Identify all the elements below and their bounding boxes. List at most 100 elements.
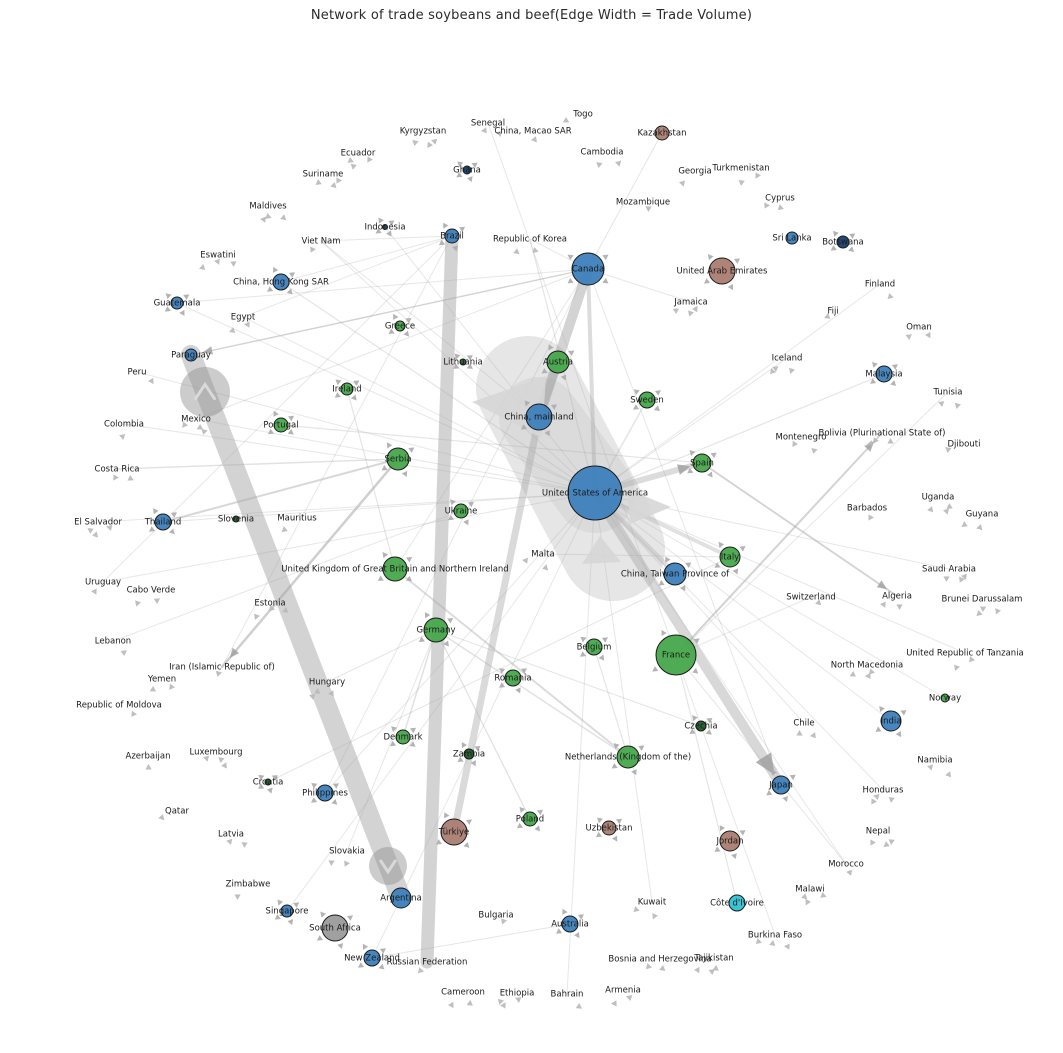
node-china-taiwan-province-of bbox=[663, 562, 687, 586]
trade-edge bbox=[346, 629, 437, 852]
arrowhead-icon bbox=[467, 501, 475, 508]
arrowhead-icon bbox=[560, 374, 567, 381]
arrowhead-icon bbox=[873, 793, 880, 800]
arrowhead-icon bbox=[466, 1000, 473, 1006]
country-label-barbados: Barbados bbox=[847, 504, 888, 514]
arrowhead-icon bbox=[515, 687, 521, 694]
arrowhead-icon bbox=[471, 162, 478, 169]
arrowhead-icon bbox=[519, 806, 526, 813]
arrowhead-icon bbox=[391, 726, 398, 733]
arrowhead-icon bbox=[611, 1000, 617, 1007]
arrowhead-icon bbox=[320, 911, 327, 918]
arrowhead-icon bbox=[409, 727, 417, 734]
arrowhead-icon bbox=[638, 745, 645, 751]
country-label-eswatini: Eswatini bbox=[200, 251, 235, 261]
arrowhead-icon bbox=[692, 305, 698, 313]
trade-edge bbox=[594, 492, 847, 865]
country-label-bosnia-and-herzegovina: Bosnia and Herzegovina bbox=[608, 955, 711, 965]
node-greece bbox=[394, 320, 406, 332]
node-brazil bbox=[444, 228, 460, 244]
arrowhead-icon bbox=[694, 966, 700, 974]
arrowhead-icon bbox=[615, 818, 623, 825]
arrowhead-icon bbox=[267, 286, 274, 292]
arrowhead-icon bbox=[241, 842, 248, 848]
node-india bbox=[880, 710, 902, 732]
node-ukraine bbox=[453, 503, 469, 519]
arrowhead-icon bbox=[976, 524, 983, 531]
arrowhead-icon bbox=[382, 551, 389, 559]
node-label-sweden: Sweden bbox=[630, 396, 664, 406]
arrowhead-icon bbox=[848, 246, 855, 253]
arrowhead-icon bbox=[567, 277, 574, 284]
arrowhead-icon bbox=[254, 613, 260, 620]
country-label-china-macao-sar: China, Macao SAR bbox=[494, 127, 571, 137]
arrowhead-icon bbox=[574, 932, 580, 939]
arrowhead-icon bbox=[961, 573, 967, 580]
arrowhead-icon bbox=[739, 830, 746, 836]
node-c-te-d-ivoire bbox=[728, 894, 746, 912]
node-guatemala bbox=[170, 296, 184, 310]
arrowhead-icon bbox=[516, 822, 524, 829]
flow-arrowhead-icon bbox=[876, 580, 888, 590]
arrowhead-icon bbox=[499, 682, 506, 688]
country-label-lebanon: Lebanon bbox=[95, 637, 131, 647]
arrowhead-icon bbox=[466, 355, 473, 361]
arrowhead-icon bbox=[454, 353, 461, 360]
node-indonesia bbox=[382, 224, 388, 230]
arrowhead-icon bbox=[976, 610, 983, 617]
arrowhead-icon bbox=[532, 247, 539, 254]
arrowhead-icon bbox=[119, 433, 126, 440]
country-label-slovakia: Slovakia bbox=[329, 847, 365, 857]
arrowhead-icon bbox=[179, 309, 185, 316]
arrowhead-icon bbox=[347, 157, 354, 163]
country-label-georgia: Georgia bbox=[678, 167, 711, 177]
arrowhead-icon bbox=[575, 1003, 583, 1009]
arrowhead-icon bbox=[452, 245, 458, 252]
arrowhead-icon bbox=[501, 918, 507, 925]
node-france bbox=[655, 634, 697, 676]
arrowhead-icon bbox=[849, 233, 856, 239]
arrowhead-icon bbox=[712, 965, 719, 971]
arrowhead-icon bbox=[679, 180, 686, 187]
arrowhead-icon bbox=[378, 217, 384, 224]
arrowhead-icon bbox=[244, 321, 250, 328]
node-label-canada: Canada bbox=[572, 265, 604, 275]
arrowhead-icon bbox=[229, 327, 236, 333]
node-label-botswana: Botswana bbox=[822, 238, 864, 248]
trade-edge bbox=[435, 629, 531, 820]
country-label-finland: Finland bbox=[865, 280, 895, 290]
country-label-burkina-faso: Burkina Faso bbox=[748, 931, 802, 941]
arrowhead-icon bbox=[461, 742, 468, 749]
arrowhead-icon bbox=[350, 394, 357, 401]
arrowhead-icon bbox=[309, 694, 316, 700]
arrowhead-icon bbox=[165, 293, 172, 300]
arrowhead-icon bbox=[311, 797, 318, 803]
arrowhead-icon bbox=[499, 668, 506, 674]
arrowhead-icon bbox=[784, 943, 790, 950]
arrowhead-icon bbox=[153, 508, 159, 515]
arrowhead-icon bbox=[158, 814, 165, 821]
flow-arrowhead-icon bbox=[582, 536, 621, 564]
arrowhead-icon bbox=[267, 428, 275, 435]
node-slovenia bbox=[232, 515, 240, 523]
arrowhead-icon bbox=[466, 176, 473, 183]
arrowhead-icon bbox=[332, 783, 339, 789]
arrowhead-icon bbox=[406, 556, 413, 563]
country-label-chile: Chile bbox=[793, 719, 814, 729]
trade-edge bbox=[242, 235, 453, 318]
trade-edge bbox=[594, 492, 884, 791]
arrowhead-icon bbox=[995, 608, 1001, 615]
arrowhead-icon bbox=[969, 656, 975, 663]
arrowhead-icon bbox=[633, 404, 640, 410]
arrowhead-icon bbox=[362, 943, 369, 950]
arrowhead-icon bbox=[346, 915, 354, 921]
arrowhead-icon bbox=[601, 637, 608, 643]
trade-edge bbox=[286, 492, 596, 912]
country-label-kuwait: Kuwait bbox=[638, 898, 667, 908]
arrowhead-icon bbox=[685, 562, 692, 568]
arrowhead-icon bbox=[738, 180, 745, 186]
trade-edge bbox=[320, 240, 540, 418]
arrowhead-icon bbox=[288, 272, 295, 278]
arrowhead-icon bbox=[334, 392, 341, 398]
